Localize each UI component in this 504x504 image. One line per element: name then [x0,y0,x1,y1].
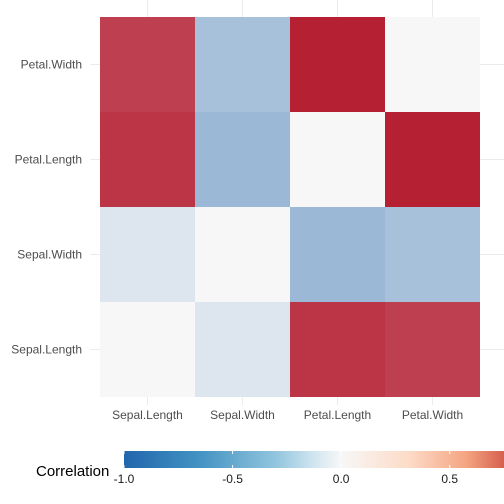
legend-colorbar [124,451,504,468]
legend-tick-label: 0.5 [441,472,458,486]
x-axis-labels: Sepal.Length Sepal.Width Petal.Length Petal… [112,408,463,422]
heatmap-cell [195,207,290,302]
heatmap-cell [100,112,195,207]
x-tick-label: Sepal.Length [112,408,183,422]
heatmap-cell [100,302,195,397]
y-tick-label: Petal.Width [21,58,82,72]
x-tick-label: Sepal.Width [210,408,275,422]
legend-tick-label: 0.0 [333,472,350,486]
x-tick-label: Petal.Length [304,408,371,422]
y-tick-label: Sepal.Length [11,343,82,357]
heatmap-cell [385,112,480,207]
heatmap-cells [100,17,480,397]
y-tick-label: Sepal.Width [17,248,82,262]
y-axis-labels: Sepal.Length Sepal.Width Petal.Length Petal… [11,58,82,357]
y-tick-label: Petal.Length [15,153,82,167]
heatmap-cell [195,17,290,112]
heatmap-cell [195,302,290,397]
legend-tick-label: -0.5 [222,472,243,486]
legend: Correlation -1.0 -0.5 0.0 0.5 [36,451,504,486]
heatmap-cell [385,302,480,397]
heatmap-cell [290,17,385,112]
heatmap-cell [100,17,195,112]
x-tick-label: Petal.Width [402,408,463,422]
heatmap-cell [290,302,385,397]
legend-tick-label: -1.0 [114,472,135,486]
heatmap-cell [100,207,195,302]
heatmap-cell [385,207,480,302]
heatmap-cell [385,17,480,112]
heatmap-cell [290,112,385,207]
legend-title: Correlation [36,463,109,480]
heatmap-cell [290,207,385,302]
heatmap-cell [195,112,290,207]
